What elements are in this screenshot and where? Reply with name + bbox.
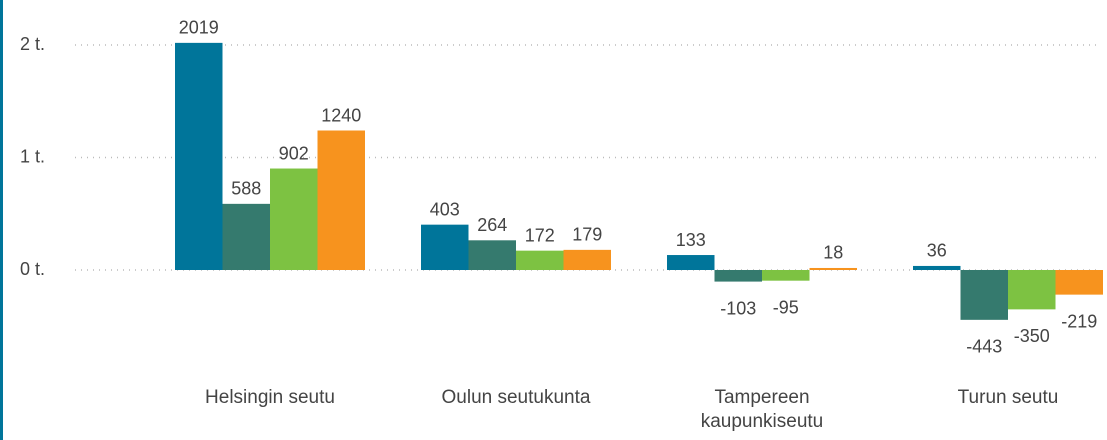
bar — [667, 255, 715, 270]
data-label: 18 — [823, 243, 843, 263]
data-label: 588 — [231, 179, 261, 199]
bar — [175, 42, 223, 270]
data-label: -443 — [966, 337, 1002, 357]
data-label: 172 — [525, 225, 555, 245]
y-tick-label: 2 t. — [20, 34, 45, 54]
data-label: 264 — [477, 215, 507, 235]
x-tick-label: Helsingin seutu — [205, 387, 335, 408]
data-label: 1240 — [321, 105, 361, 125]
bar — [913, 265, 961, 270]
data-label: -95 — [773, 297, 799, 317]
bar — [270, 168, 318, 270]
bar — [421, 224, 469, 270]
data-label: 133 — [676, 230, 706, 250]
data-label: -219 — [1061, 311, 1097, 331]
data-label: -350 — [1014, 326, 1050, 346]
y-tick-label: 1 t. — [20, 146, 45, 166]
y-tick-label: 0 t. — [20, 259, 45, 279]
bar — [468, 240, 516, 270]
data-label: 36 — [927, 241, 947, 261]
bar — [809, 267, 857, 270]
data-label: 902 — [279, 143, 309, 163]
bar — [222, 203, 270, 270]
bar — [563, 249, 611, 270]
data-label: 2019 — [179, 18, 219, 38]
bar — [960, 270, 1008, 320]
bar — [762, 270, 810, 281]
data-label: 403 — [430, 199, 460, 219]
data-label: 179 — [572, 225, 602, 245]
bar — [317, 130, 365, 270]
x-tick-label: Tampereen kaupunkiseutu — [700, 387, 824, 432]
x-tick-label: Turun seutu — [957, 387, 1059, 408]
bar — [516, 250, 564, 270]
left-border — [0, 0, 3, 440]
data-label: -103 — [720, 298, 756, 318]
x-tick-label: Oulun seutukunta — [441, 387, 591, 408]
bar — [1055, 270, 1103, 295]
bar — [1008, 270, 1056, 310]
bar — [714, 270, 762, 282]
